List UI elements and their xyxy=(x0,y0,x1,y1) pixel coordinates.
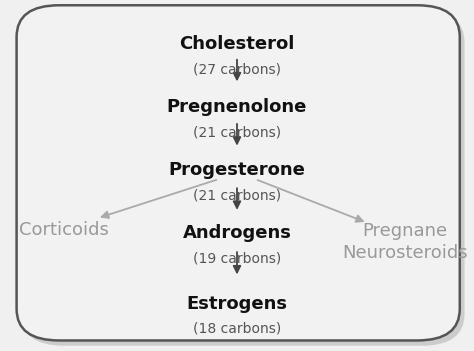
Text: Progesterone: Progesterone xyxy=(169,161,305,179)
Text: Androgens: Androgens xyxy=(182,224,292,243)
Text: Cholesterol: Cholesterol xyxy=(179,35,295,53)
Text: (21 carbons): (21 carbons) xyxy=(193,188,281,203)
Text: Corticoids: Corticoids xyxy=(19,221,109,239)
Text: Estrogens: Estrogens xyxy=(186,294,288,313)
Text: Pregnane
Neurosteroids: Pregnane Neurosteroids xyxy=(342,223,468,262)
FancyBboxPatch shape xyxy=(21,11,465,346)
FancyBboxPatch shape xyxy=(17,5,460,340)
Text: (21 carbons): (21 carbons) xyxy=(193,125,281,139)
Text: (27 carbons): (27 carbons) xyxy=(193,62,281,76)
Text: Pregnenolone: Pregnenolone xyxy=(167,98,307,116)
Text: (19 carbons): (19 carbons) xyxy=(193,252,281,266)
Text: (18 carbons): (18 carbons) xyxy=(193,322,281,336)
